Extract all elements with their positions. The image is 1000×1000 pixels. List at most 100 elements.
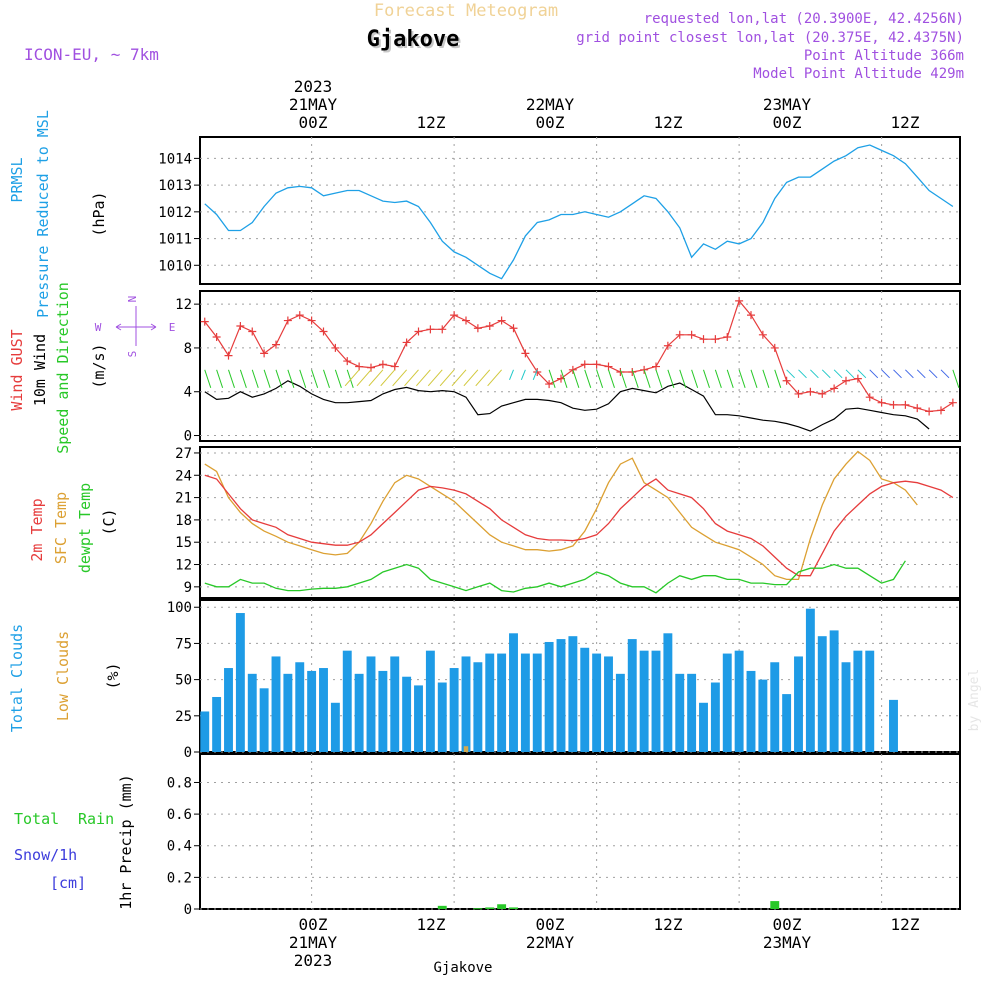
wind-barb bbox=[643, 369, 651, 388]
rain-bar bbox=[437, 905, 447, 909]
gust-marker bbox=[723, 332, 732, 341]
pressure-ytick-label: 1013 bbox=[158, 178, 192, 194]
gust-marker bbox=[462, 316, 470, 325]
total-cloud-bar bbox=[295, 662, 305, 752]
wind-barb bbox=[833, 369, 843, 379]
bottom-year-label: 2023 bbox=[294, 951, 333, 970]
top-hour-label: 00Z bbox=[773, 113, 802, 132]
total-cloud-bar bbox=[200, 711, 210, 752]
gust-marker bbox=[687, 330, 696, 339]
temp2m-label: 2m Temp bbox=[28, 498, 46, 561]
total-cloud-bar bbox=[461, 656, 471, 752]
wind-barb bbox=[821, 369, 831, 379]
rain-bar bbox=[497, 904, 507, 909]
low-cloud-bar bbox=[463, 746, 469, 752]
total-cloud-bar bbox=[212, 696, 222, 752]
point-altitude: Point Altitude 366m bbox=[804, 48, 964, 64]
rain-bar bbox=[509, 907, 518, 909]
total-rain-label-a: Total bbox=[14, 810, 59, 828]
gust-marker bbox=[842, 376, 850, 385]
total-cloud-bar bbox=[354, 673, 364, 752]
bottom-hour-label: 00Z bbox=[299, 915, 328, 934]
total-cloud-bar bbox=[687, 673, 697, 752]
clouds-ytick-label: 50 bbox=[175, 673, 192, 689]
wind-barb bbox=[532, 369, 538, 381]
clouds-ytick-label: 100 bbox=[167, 600, 192, 616]
bottom-hour-label: 00Z bbox=[536, 915, 565, 934]
gust-marker bbox=[699, 335, 708, 344]
bottom-date-label: 23MAY bbox=[763, 933, 812, 952]
wind-barb bbox=[275, 369, 283, 388]
model-label: ICON-EU, ~ 7km bbox=[24, 45, 159, 64]
total-cloud-bar bbox=[235, 613, 245, 752]
total-cloud-bar bbox=[770, 662, 780, 752]
wind-barb bbox=[940, 369, 950, 379]
total-cloud-bar bbox=[782, 694, 792, 752]
snow-unit-label: [cm] bbox=[50, 874, 86, 892]
temp-frame bbox=[199, 446, 961, 599]
temp2m-line bbox=[204, 474, 954, 577]
gust-marker bbox=[236, 322, 245, 331]
wind-direction-label: Speed and Direction bbox=[54, 282, 72, 454]
gust-marker bbox=[735, 296, 744, 305]
gust-marker bbox=[283, 316, 292, 325]
wind-barb bbox=[520, 369, 526, 381]
gust-marker bbox=[521, 349, 530, 358]
precip-ytick-label: 0.4 bbox=[167, 839, 192, 855]
gust-marker bbox=[663, 341, 672, 350]
snow-label: Snow/1h bbox=[14, 846, 77, 864]
gust-marker bbox=[390, 362, 399, 371]
wind-barb bbox=[810, 369, 819, 379]
wind-barb bbox=[952, 369, 960, 388]
wind-barb bbox=[368, 369, 384, 387]
total-cloud-bar bbox=[378, 670, 388, 752]
precip-ytick-label: 0 bbox=[184, 902, 192, 918]
wind-barb bbox=[299, 369, 307, 388]
total-cloud-bar bbox=[817, 636, 827, 752]
wind-barb bbox=[287, 369, 295, 388]
gust-marker bbox=[652, 362, 660, 371]
wind-ytick-label: 12 bbox=[175, 297, 192, 313]
top-hour-label: 00Z bbox=[536, 113, 565, 132]
wind-barb bbox=[881, 369, 890, 379]
total-cloud-bar bbox=[473, 662, 483, 752]
pressure-ytick-label: 1011 bbox=[158, 232, 192, 248]
gust-marker bbox=[806, 387, 815, 396]
precip-ytick-label: 0.6 bbox=[167, 807, 192, 823]
gust-marker bbox=[378, 360, 387, 369]
total-clouds-label: Total Clouds bbox=[8, 624, 26, 732]
gust-marker bbox=[747, 311, 755, 320]
sfc-temp-line bbox=[204, 450, 918, 581]
bottom-hour-label: 12Z bbox=[891, 915, 920, 934]
total-cloud-bar bbox=[710, 682, 720, 752]
wind-panel: 0 4 8 12 bbox=[175, 290, 961, 445]
gust-marker bbox=[604, 362, 613, 371]
total-cloud-bar bbox=[414, 685, 423, 752]
gust-marker bbox=[830, 384, 839, 393]
total-cloud-bar bbox=[449, 668, 459, 752]
wind-ytick-label: 4 bbox=[184, 385, 192, 401]
clouds-unit-label: (%) bbox=[104, 662, 122, 689]
rain-bar bbox=[485, 907, 495, 909]
gust-marker bbox=[758, 330, 767, 339]
wind-barb bbox=[845, 369, 855, 379]
gust-marker bbox=[628, 368, 637, 377]
grid-point-location: grid point closest lon,lat (20.375E, 42.… bbox=[576, 30, 964, 46]
wind-barb bbox=[726, 369, 734, 388]
total-cloud-bar bbox=[390, 656, 400, 752]
wind-barb bbox=[798, 369, 807, 379]
gust-marker bbox=[853, 374, 862, 383]
wind-barb bbox=[439, 369, 455, 387]
clouds-panel: 0 25 50 75 100 bbox=[167, 599, 961, 761]
gust-marker bbox=[248, 327, 257, 336]
top-date-label: 22MAY bbox=[526, 95, 575, 114]
bottom-date-label: 22MAY bbox=[526, 933, 575, 952]
compass-e: E bbox=[169, 321, 176, 334]
top-hour-label: 12Z bbox=[891, 113, 920, 132]
wind-barb bbox=[311, 369, 319, 388]
wind-barb bbox=[463, 369, 479, 387]
gust-marker bbox=[307, 316, 316, 325]
gust-marker bbox=[568, 365, 577, 374]
gust-label: Wind GUST bbox=[8, 329, 26, 410]
wind-barb bbox=[786, 369, 795, 379]
